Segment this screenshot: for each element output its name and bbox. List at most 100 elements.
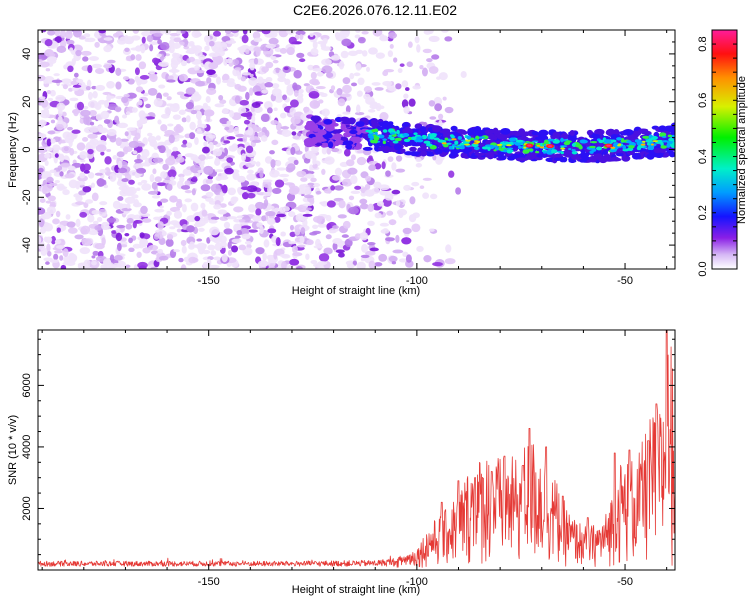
- noise-cell: [247, 169, 254, 174]
- noise-cell: [46, 89, 52, 95]
- signal-hot-cell: [464, 143, 471, 146]
- noise-cell: [270, 120, 279, 126]
- noise-cell: [111, 230, 117, 234]
- noise-cell: [87, 100, 99, 109]
- noise-cell: [115, 81, 122, 90]
- noise-cell: [184, 153, 195, 158]
- noise-cell: [190, 109, 198, 115]
- signal-core-cell: [514, 142, 522, 146]
- noise-cell: [298, 58, 306, 63]
- noise-cell: [121, 96, 129, 104]
- noise-cell: [157, 145, 162, 150]
- noise-cell: [306, 239, 314, 246]
- noise-cell: [363, 93, 371, 100]
- noise-cell: [395, 83, 402, 90]
- signal-cell: [515, 157, 527, 162]
- noise-cell: [433, 96, 443, 106]
- noise-cell: [249, 73, 254, 78]
- noise-cell: [88, 125, 100, 133]
- noise-cell: [239, 99, 249, 106]
- noise-cell: [411, 223, 421, 233]
- noise-cell: [255, 247, 265, 255]
- noise-cell: [383, 68, 395, 73]
- noise-cell: [265, 61, 274, 69]
- noise-cell: [152, 168, 157, 175]
- noise-cell: [207, 244, 216, 251]
- noise-cell: [88, 172, 95, 179]
- noise-cell: [364, 189, 375, 197]
- noise-cell: [147, 135, 157, 144]
- noise-cell: [50, 138, 56, 144]
- noise-cell: [342, 220, 351, 229]
- noise-cell: [182, 168, 193, 176]
- signal-cell: [611, 156, 620, 161]
- signal-core-cell: [615, 145, 623, 148]
- noise-cell: [136, 142, 145, 147]
- noise-cell: [152, 57, 160, 64]
- noise-cell: [349, 72, 355, 80]
- noise-cell: [264, 156, 273, 164]
- noise-cell: [310, 71, 317, 80]
- noise-cell: [224, 155, 235, 159]
- signal-cell: [552, 131, 561, 139]
- noise-cell: [365, 175, 372, 182]
- noise-cell: [96, 216, 103, 222]
- noise-cell: [47, 130, 56, 135]
- noise-cell: [181, 143, 188, 148]
- noise-cell: [158, 237, 166, 246]
- snr-y-axis-label: SNR (10 * v/v): [7, 415, 19, 485]
- noise-cell: [260, 113, 270, 123]
- signal-core-cell: [481, 146, 489, 150]
- noise-cell: [50, 119, 56, 124]
- signal-cell: [578, 158, 588, 163]
- signal-cell: [362, 146, 373, 151]
- noise-cell: [405, 87, 410, 92]
- noise-cell: [150, 266, 158, 269]
- noise-cell: [168, 39, 175, 48]
- noise-cell: [368, 164, 376, 171]
- noise-cell: [46, 243, 51, 253]
- noise-cell: [269, 150, 275, 155]
- noise-cell: [185, 101, 194, 110]
- noise-cell: [213, 256, 221, 261]
- noise-cell: [240, 112, 252, 117]
- noise-cell: [416, 44, 421, 53]
- noise-cell: [432, 262, 443, 267]
- noise-cell: [195, 80, 206, 87]
- signal-core-cell: [455, 145, 463, 149]
- noise-cell: [47, 30, 56, 36]
- noise-cell: [88, 230, 99, 236]
- noise-cell: [365, 250, 376, 256]
- noise-cell: [345, 159, 355, 167]
- signal-cell: [580, 151, 587, 158]
- noise-cell: [176, 228, 182, 233]
- signal-core-cell: [442, 143, 449, 148]
- noise-cell: [115, 228, 121, 234]
- noise-cell: [391, 261, 397, 265]
- noise-cell: [275, 122, 282, 132]
- noise-cell: [270, 55, 277, 60]
- x-tick-label: -150: [198, 275, 220, 287]
- noise-cell: [80, 226, 88, 235]
- noise-cell: [51, 79, 63, 84]
- noise-cell: [56, 245, 65, 249]
- noise-cell: [407, 41, 413, 48]
- noise-cell: [190, 93, 202, 102]
- noise-cell: [157, 248, 164, 254]
- noise-cell: [305, 253, 310, 261]
- noise-cell: [185, 49, 195, 54]
- noise-cell: [310, 48, 319, 56]
- signal-core-cell: [388, 134, 392, 138]
- noise-cell: [75, 49, 82, 57]
- signal-core-cell: [394, 137, 402, 142]
- noise-cell: [280, 231, 286, 237]
- noise-cell: [375, 52, 385, 59]
- noise-cell: [182, 139, 188, 145]
- noise-cell: [117, 196, 124, 201]
- noise-cell: [99, 208, 106, 213]
- noise-cell: [141, 162, 151, 167]
- noise-cell: [295, 30, 306, 36]
- noise-cell: [80, 163, 86, 172]
- noise-cell: [317, 261, 328, 266]
- noise-cell: [214, 169, 224, 173]
